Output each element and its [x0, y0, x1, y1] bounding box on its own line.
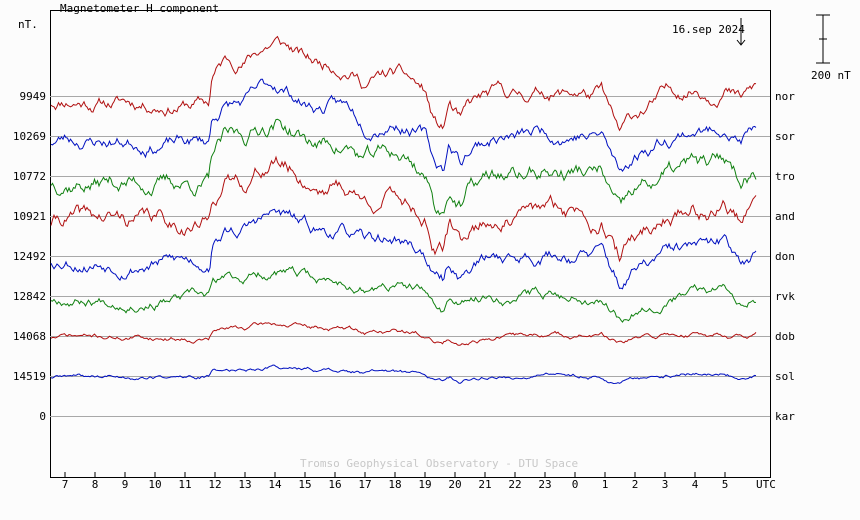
station-label-sol: sol [775, 370, 795, 383]
x-axis: 7 8 9 10 11 12 13 14 15 16 17 18 19 20 21 22 23 0 1 2 3 4 5 [62, 472, 729, 491]
credit-text: Tromso Geophysical Observatory - DTU Spa… [300, 457, 578, 470]
x-tick-label: 16 [328, 478, 341, 491]
x-tick-label: 15 [298, 478, 311, 491]
series-line-sol [50, 364, 757, 385]
series-line-and [50, 155, 757, 263]
baseline-value-sol: 14519 [13, 370, 46, 383]
x-tick-label: 20 [448, 478, 461, 491]
x-tick-label: 11 [178, 478, 191, 491]
station-labels: nor sor tro and don rvk dob sol kar [775, 90, 795, 423]
station-label-nor: nor [775, 90, 795, 103]
series-line-don [50, 208, 757, 290]
station-label-tro: tro [775, 170, 795, 183]
x-tick-label: 18 [388, 478, 401, 491]
baseline-value-tro: 10772 [13, 170, 46, 183]
x-tick-label: 5 [722, 478, 729, 491]
station-label-and: and [775, 210, 795, 223]
x-axis-label: UTC [756, 478, 776, 491]
plot-frame [50, 10, 771, 478]
baseline-value-sor: 10269 [13, 130, 46, 143]
y-axis-label: nT. [18, 18, 38, 31]
x-tick-label: 2 [632, 478, 639, 491]
chart-title: Magnetometer H component [60, 2, 219, 15]
series-line-dob [50, 322, 757, 346]
baseline-value-nor: 9949 [20, 90, 47, 103]
baseline-value-kar: 0 [39, 410, 46, 423]
station-label-don: don [775, 250, 795, 263]
scale-bar-icon [816, 14, 830, 64]
x-tick-label: 8 [92, 478, 99, 491]
series-line-rvk [50, 265, 757, 323]
x-tick-label: 12 [208, 478, 221, 491]
baseline-value-dob: 14068 [13, 330, 46, 343]
x-tick-label: 1 [602, 478, 609, 491]
station-label-sor: sor [775, 130, 795, 143]
x-tick-label: 10 [148, 478, 161, 491]
series-lines [50, 35, 757, 385]
baseline-grid [50, 96, 770, 417]
x-tick-label: 4 [692, 478, 699, 491]
x-tick-label: 17 [358, 478, 371, 491]
x-tick-label: 22 [508, 478, 521, 491]
scale-bar-label: 200 nT [811, 69, 851, 82]
station-label-rvk: rvk [775, 290, 795, 303]
x-tick-label: 0 [572, 478, 579, 491]
x-tick-label: 21 [478, 478, 491, 491]
x-tick-label: 13 [238, 478, 251, 491]
x-tick-label: 23 [538, 478, 551, 491]
x-tick-label: 19 [418, 478, 431, 491]
station-label-dob: dob [775, 330, 795, 343]
x-tick-label: 7 [62, 478, 69, 491]
scale-bar: 200 nT [811, 14, 851, 82]
date-label: 16.sep 2024 [672, 23, 745, 36]
series-line-tro [50, 118, 757, 216]
baseline-value-don: 12492 [13, 250, 46, 263]
date-arrow-icon [736, 18, 746, 46]
x-tick-label: 3 [662, 478, 669, 491]
series-line-nor [50, 35, 757, 132]
baseline-values: 9949 10269 10772 10921 12492 12842 14068 14519 0 [13, 90, 46, 423]
x-tick-label: 9 [122, 478, 129, 491]
station-label-kar: kar [775, 410, 795, 423]
series-line-sor [50, 78, 757, 172]
x-tick-label: 14 [268, 478, 282, 491]
baseline-value-and: 10921 [13, 210, 46, 223]
baseline-value-rvk: 12842 [13, 290, 46, 303]
